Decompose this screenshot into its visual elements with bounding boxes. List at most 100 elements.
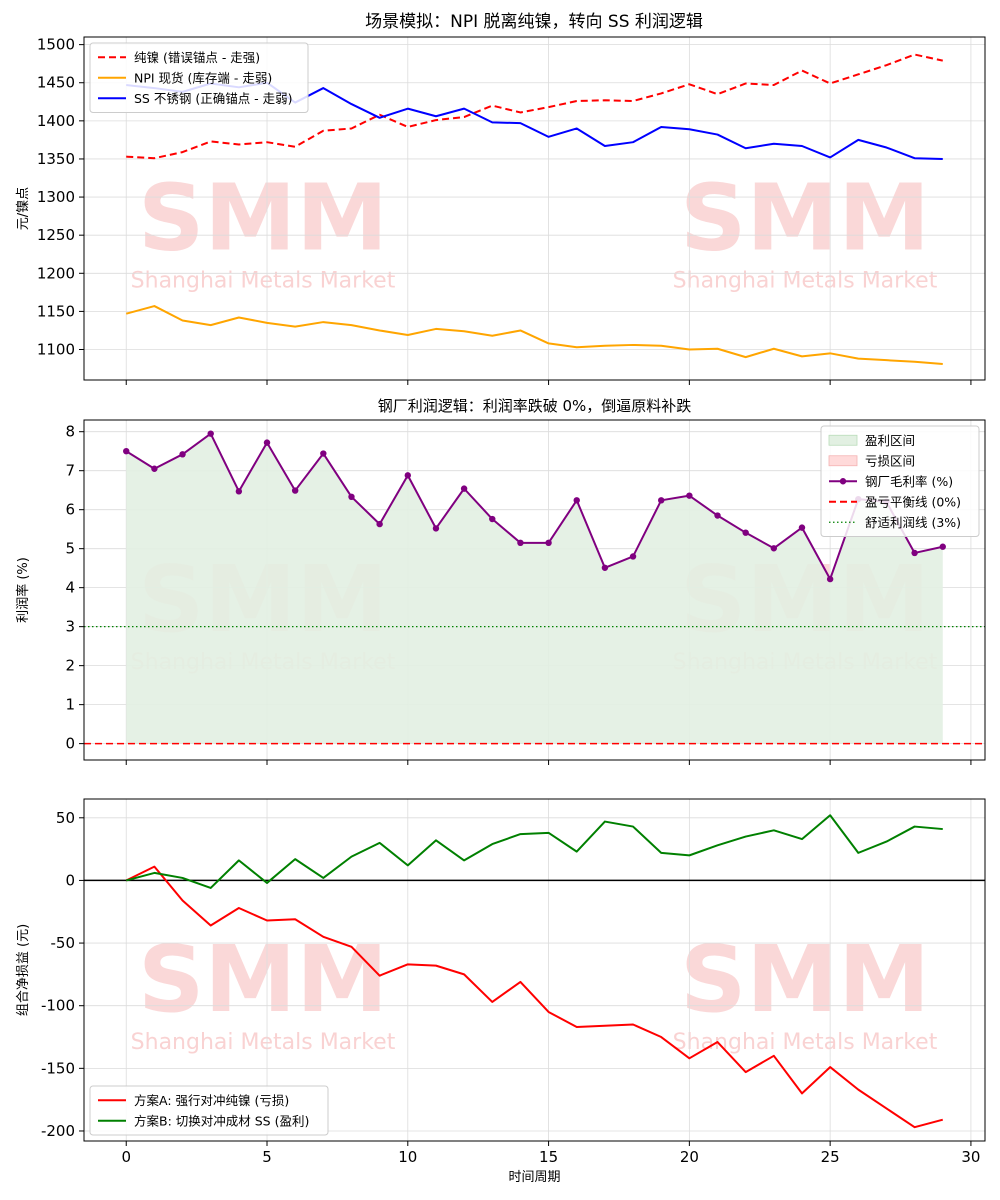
y-tick-label: 1250	[37, 226, 75, 244]
legend: 方案A: 强行对冲纯镍 (亏损) 方案B: 切换对冲成材 SS (盈利)	[89, 1085, 329, 1136]
x-tick-label: 15	[539, 1148, 558, 1166]
data-point	[263, 439, 271, 446]
data-point	[826, 575, 834, 583]
y-tick-label: 1300	[37, 188, 75, 206]
data-point	[658, 497, 665, 504]
x-tick-label: 0	[121, 1148, 131, 1166]
y-tick-label: 4	[65, 579, 75, 597]
watermark-text: Shanghai Metals Market	[131, 269, 396, 294]
plot-area	[84, 799, 985, 1141]
legend-label: 方案A: 强行对冲纯镍 (亏损)	[134, 1093, 289, 1108]
y-tick-label: 1	[65, 696, 75, 714]
data-point	[517, 539, 524, 547]
data-point	[489, 515, 496, 523]
panel-title: 钢厂利润逻辑：利润率跌破 0%，倒逼原料补跌	[378, 397, 692, 415]
legend-marker	[839, 478, 847, 485]
legend-box	[89, 42, 309, 113]
legend: 纯镍 (错误锚点 - 走强) NPI 现货 (库存端 - 走弱) SS 不锈钢 (正…	[89, 42, 309, 113]
y-tick-label: 1150	[37, 302, 75, 320]
data-point	[460, 485, 468, 492]
x-tick-label: 20	[680, 1148, 699, 1166]
series-line-0	[125, 432, 943, 581]
y-tick-label: 8	[65, 423, 75, 441]
plot-content	[84, 814, 985, 1129]
legend-swatch	[828, 434, 858, 446]
y-tick-label: 1500	[37, 36, 75, 54]
y-tick-label: 3	[65, 618, 75, 636]
y-tick-label: 50	[56, 809, 75, 827]
x-tick-label: 25	[821, 1148, 840, 1166]
y-tick-label: 1200	[37, 264, 75, 282]
data-point	[742, 529, 749, 536]
data-point	[404, 472, 411, 479]
data-point	[348, 493, 355, 501]
data-point	[629, 553, 637, 560]
legend-label: 方案B: 切换对冲成材 SS (盈利)	[134, 1113, 309, 1128]
data-point	[207, 430, 214, 437]
data-point	[179, 451, 186, 458]
y-tick-label: 0	[65, 735, 75, 753]
figure-title: 场景模拟：NPI 脱离纯镍，转向 SS 利润逻辑	[365, 12, 703, 32]
data-point	[151, 465, 158, 472]
legend-label: 亏损区间	[865, 453, 915, 468]
data-point	[714, 512, 721, 519]
legend-label: NPI 现货 (库存端 - 走弱)	[134, 70, 272, 85]
series-line-1	[125, 814, 943, 889]
legend-label: 纯镍 (错误锚点 - 走强)	[134, 50, 260, 65]
data-point	[573, 497, 580, 504]
y-tick-label: 0	[65, 871, 75, 889]
series-line-0	[126, 53, 943, 160]
y-tick-label: -200	[41, 1122, 75, 1140]
y-tick-label: 7	[65, 462, 75, 480]
watermark-logo: SMM	[138, 165, 388, 272]
y-tick-label: 1400	[37, 112, 75, 130]
data-point	[601, 564, 609, 571]
x-tick-label: 30	[961, 1148, 980, 1166]
axes-frame	[83, 36, 986, 381]
data-point	[320, 450, 327, 457]
series-line-0	[125, 865, 944, 1129]
data-point	[123, 447, 130, 455]
data-point	[939, 543, 946, 550]
legend-box	[820, 425, 980, 537]
y-axis-label: 利润率 (%)	[15, 557, 31, 623]
y-axis-label: 组合净损益 (元)	[16, 924, 31, 1016]
watermark-text: Shanghai Metals Market	[131, 1030, 396, 1055]
y-tick-label: 2	[65, 657, 75, 675]
x-tick-label: 5	[262, 1148, 272, 1166]
data-point	[235, 488, 243, 495]
legend-label: 舒适利润线 (3%)	[865, 515, 961, 530]
y-tick-label: -50	[51, 934, 76, 952]
data-point	[432, 525, 440, 532]
data-point	[770, 545, 778, 552]
y-axis-label: 元/镍点	[16, 187, 31, 230]
y-tick-label: 6	[65, 501, 75, 519]
data-point	[798, 524, 806, 531]
legend-swatch	[828, 455, 858, 467]
watermark-text: Shanghai Metals Market	[673, 1030, 938, 1055]
profit-area	[126, 433, 943, 744]
watermark-logo: SMM	[138, 926, 388, 1033]
y-tick-label: -150	[41, 1059, 75, 1077]
plot-content	[84, 430, 985, 745]
legend-box	[89, 1085, 329, 1136]
y-tick-label: -100	[41, 997, 75, 1015]
watermark-logo: SMM	[680, 926, 930, 1033]
legend-label: 盈利区间	[865, 433, 915, 448]
x-axis-label: 时间周期	[508, 1170, 560, 1185]
x-tick-label: 10	[398, 1148, 417, 1166]
axes-frame	[83, 798, 986, 1142]
series-line-1	[125, 305, 943, 365]
data-point	[911, 549, 918, 557]
data-point	[545, 539, 552, 547]
legend-label: 钢厂毛利率 (%)	[865, 474, 953, 489]
watermark-text: Shanghai Metals Market	[673, 269, 938, 294]
axes-frame	[83, 419, 986, 761]
data-point	[291, 487, 299, 494]
y-tick-label: 5	[65, 540, 75, 558]
